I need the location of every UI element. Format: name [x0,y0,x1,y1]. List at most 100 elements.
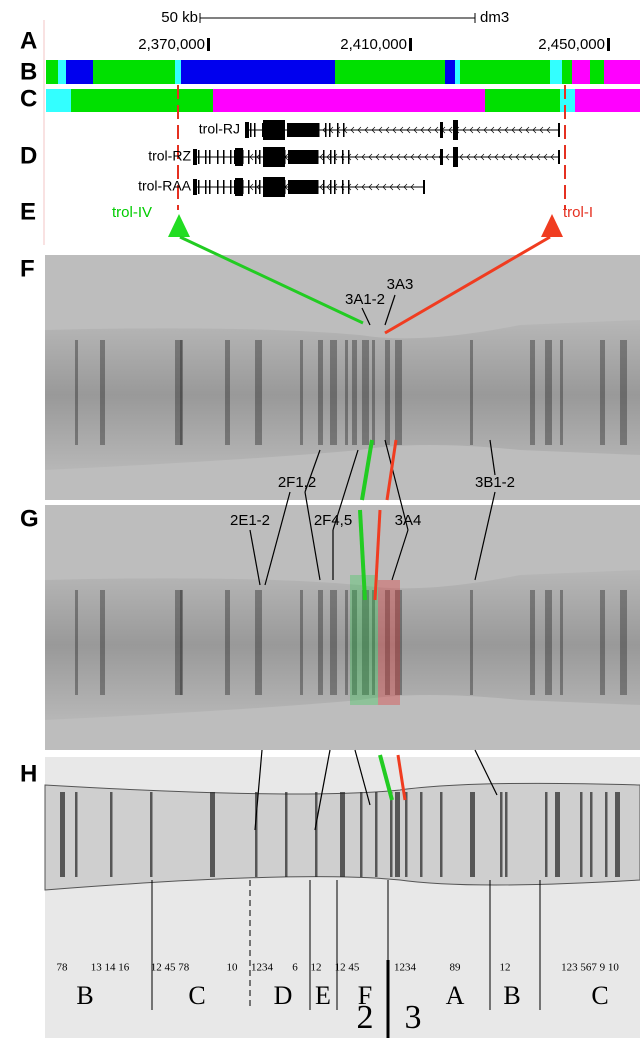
band-number: 123 567 9 10 [561,962,619,974]
exon [342,180,344,194]
band [615,792,620,877]
band [110,792,113,877]
exon [242,150,244,164]
band [560,590,563,695]
exon [198,150,200,164]
band [352,340,357,445]
track-b [46,60,640,84]
exon [273,180,275,194]
exon [343,123,345,137]
exon [337,123,339,137]
exon [235,148,243,166]
band [100,590,105,695]
band-label: 3A1-2 [345,291,385,308]
segment [213,89,485,112]
exon [292,150,294,164]
band-label: 2F4,5 [314,512,352,529]
exon [259,150,261,164]
exon [334,150,336,164]
band [590,792,593,877]
segment [560,89,575,112]
promoter-label: trol-I [563,204,593,221]
exon [262,123,264,137]
band [470,792,475,877]
band [395,340,402,445]
band-number: 89 [450,962,462,974]
band [75,340,78,445]
exon [250,123,252,137]
exon [300,123,302,137]
band [620,590,627,695]
exon [330,180,332,194]
exon [193,149,197,165]
exon [259,180,261,194]
band [580,792,583,877]
band [345,340,348,445]
subdivision: C [591,981,608,1010]
exon [309,180,311,194]
band-number: 6 [292,962,298,974]
exon [318,123,320,137]
band-label: 3A4 [395,512,422,529]
image-f [45,255,640,500]
exon [309,150,311,164]
band [60,792,65,877]
band-number: 12 [500,962,511,974]
exon [440,122,443,138]
exon [223,180,225,194]
exon [280,150,282,164]
exon [280,180,282,194]
band [530,590,535,695]
exon [245,122,249,138]
band [545,590,552,695]
assembly: dm3 [480,9,509,26]
exon [205,180,207,194]
band [340,792,345,877]
band [225,590,230,695]
exon [453,120,458,140]
exon [558,150,560,164]
band-number: 10 [227,962,239,974]
exon [287,123,289,137]
exon [317,180,319,194]
exon [440,149,443,165]
subdivision: D [274,981,293,1010]
exon [273,150,275,164]
band [555,792,560,877]
coordinate: 2,370,000 [138,36,205,53]
band [530,340,535,445]
exon [234,180,236,194]
segment [71,89,213,112]
exon [263,120,285,140]
panel-label: B [20,58,37,85]
band [600,340,605,445]
band [75,590,78,695]
band-label: 3A3 [387,276,414,293]
exon [298,150,300,164]
band [255,340,262,445]
transcript-label: trol-RJ [199,121,240,137]
exon [217,180,219,194]
band [440,792,443,877]
segment [181,60,335,84]
exon [292,180,294,194]
exon [275,123,277,137]
exon [279,123,281,137]
exon [248,180,250,194]
exon [254,123,256,137]
promoter-label: trol-IV [112,204,152,221]
band [360,792,363,877]
band-number: 12 45 [335,962,360,974]
band [210,792,215,877]
transcripts: trol-RJ trol-RZ trol-RAA [138,120,560,197]
exon [317,150,319,164]
exon [248,150,250,164]
band [180,590,183,695]
image-h: 7813 14 1612 45 7810123461212 4512348912… [45,757,640,1038]
panel-labels: ABCDEFGH [20,27,39,787]
exon [334,180,336,194]
image-g [45,505,640,750]
panel-label: A [20,27,37,54]
segment [175,60,181,84]
band [605,792,608,877]
